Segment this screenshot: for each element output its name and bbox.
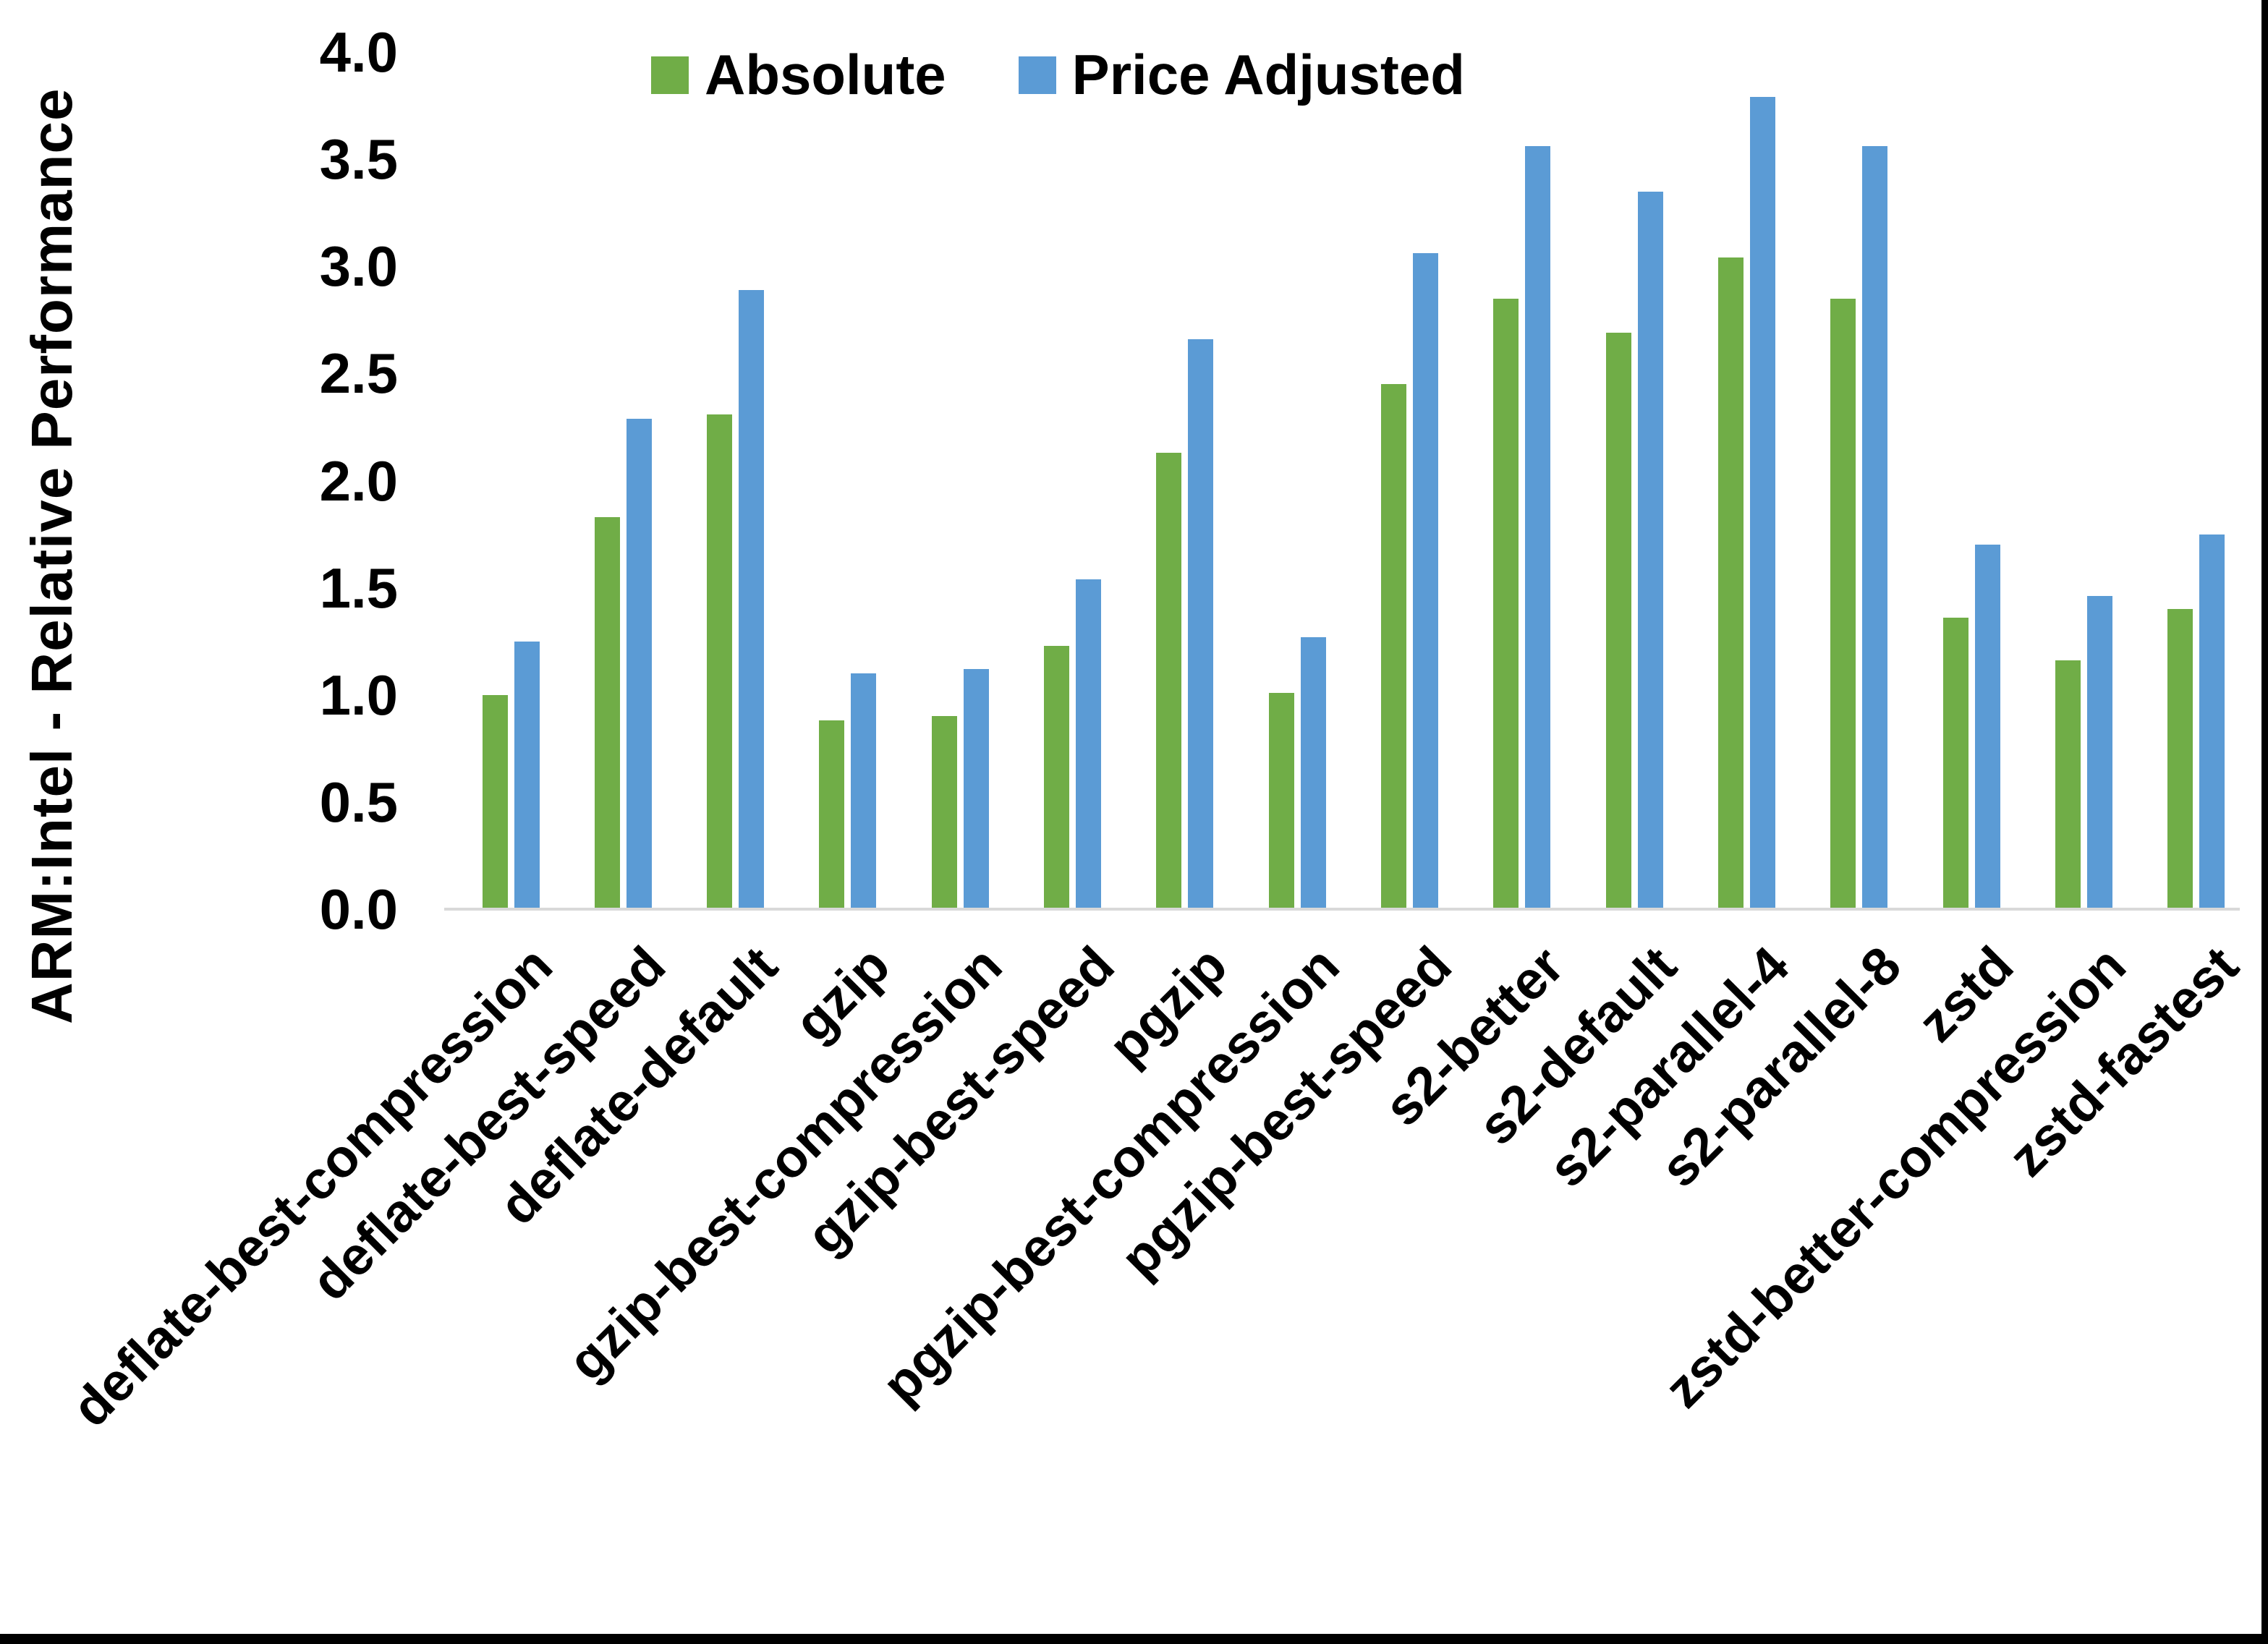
legend-item-absolute: Absolute bbox=[651, 42, 946, 108]
bar-absolute-zstd-better-compression bbox=[2055, 660, 2081, 909]
bar-price-adjusted-s2-better bbox=[1525, 146, 1551, 909]
bar-price-adjusted-gzip-best-compression bbox=[963, 669, 989, 909]
bar-price-adjusted-gzip bbox=[851, 673, 877, 909]
bar-absolute-deflate-best-speed bbox=[594, 516, 620, 909]
bar-absolute-gzip-best-speed bbox=[1044, 645, 1070, 909]
y-tick-label: 3.5 bbox=[319, 127, 398, 192]
bar-absolute-pgzip-best-speed bbox=[1381, 384, 1407, 909]
bar-absolute-pgzip bbox=[1156, 452, 1182, 909]
y-tick-label: 2.0 bbox=[319, 448, 398, 513]
bar-price-adjusted-deflate-best-speed bbox=[626, 418, 652, 909]
bar-price-adjusted-gzip-best-speed bbox=[1076, 579, 1102, 909]
bar-price-adjusted-deflate-default bbox=[739, 289, 765, 909]
bar-absolute-zstd bbox=[1942, 618, 1968, 909]
y-tick-label: 1.0 bbox=[319, 663, 398, 727]
y-axis-title: ARM:Intel - Relative Performance bbox=[20, 88, 84, 1024]
bar-price-adjusted-zstd-fastest bbox=[2199, 534, 2225, 909]
frame-bottom-border bbox=[0, 1634, 2268, 1644]
bar-absolute-zstd-fastest bbox=[2167, 609, 2193, 909]
bar-absolute-s2-parallel-8 bbox=[1830, 298, 1856, 909]
bar-absolute-s2-parallel-4 bbox=[1718, 257, 1744, 909]
y-tick-label: 3.0 bbox=[319, 234, 398, 299]
bar-price-adjusted-zstd bbox=[1974, 545, 2000, 909]
bar-price-adjusted-pgzip-best-compression bbox=[1300, 636, 1326, 909]
legend-label: Price Adjusted bbox=[1071, 43, 1465, 106]
category-label-deflate-best-compression: deflate-best-compression bbox=[60, 934, 564, 1439]
bar-price-adjusted-pgzip-best-speed bbox=[1413, 253, 1439, 909]
legend-swatch-icon bbox=[1018, 56, 1056, 94]
legend-item-price-adjusted: Price Adjusted bbox=[1018, 42, 1465, 108]
bar-absolute-s2-better bbox=[1493, 298, 1519, 909]
bar-absolute-s2-default bbox=[1605, 333, 1631, 909]
bar-absolute-deflate-best-compression bbox=[482, 694, 508, 909]
bar-absolute-gzip-best-compression bbox=[931, 716, 957, 909]
bar-absolute-pgzip-best-compression bbox=[1268, 692, 1294, 909]
legend: Absolute Price Adjusted bbox=[651, 42, 1465, 108]
bar-price-adjusted-s2-parallel-4 bbox=[1750, 97, 1776, 909]
y-tick-label: 4.0 bbox=[319, 20, 398, 84]
y-tick-label: 0.5 bbox=[319, 770, 398, 834]
y-tick-label: 0.0 bbox=[319, 877, 398, 941]
y-tick-label: 2.5 bbox=[319, 341, 398, 406]
y-tick-label: 1.5 bbox=[319, 555, 398, 620]
bar-price-adjusted-zstd-better-compression bbox=[2087, 596, 2113, 909]
bar-price-adjusted-deflate-best-compression bbox=[514, 641, 540, 909]
x-axis-line bbox=[444, 908, 2240, 911]
bar-absolute-gzip bbox=[819, 720, 845, 909]
legend-swatch-icon bbox=[651, 56, 689, 94]
frame-right-border bbox=[2261, 0, 2268, 1644]
legend-label: Absolute bbox=[705, 43, 946, 106]
bar-price-adjusted-s2-default bbox=[1637, 191, 1663, 909]
bar-price-adjusted-s2-parallel-8 bbox=[1862, 146, 1888, 909]
bar-price-adjusted-pgzip bbox=[1188, 338, 1214, 909]
bar-absolute-deflate-default bbox=[707, 414, 733, 909]
